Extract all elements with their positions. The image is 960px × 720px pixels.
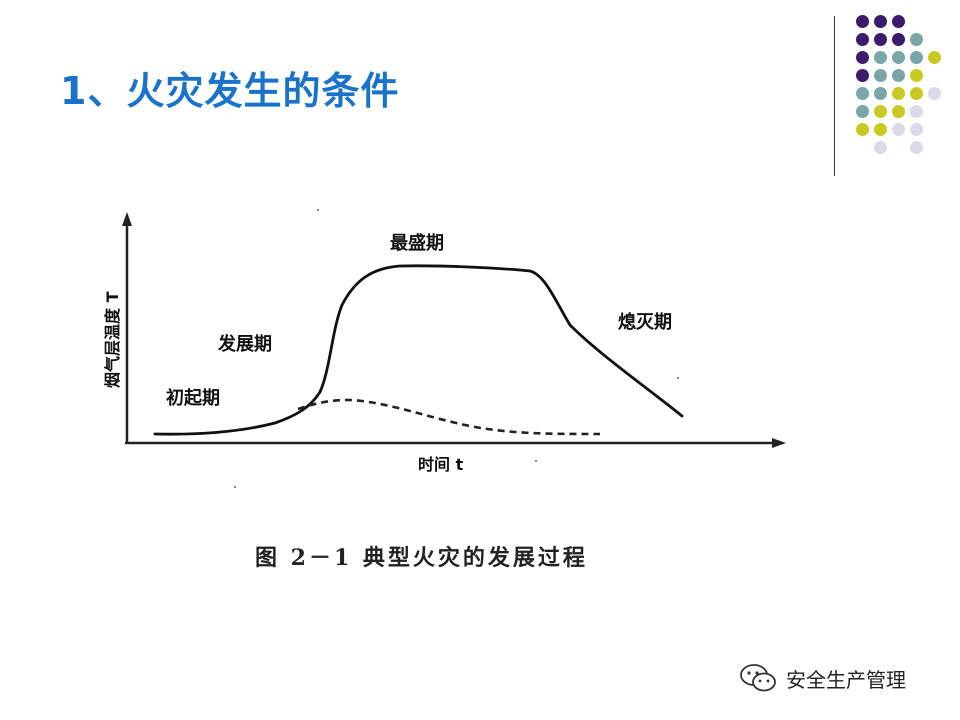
decorative-dot	[892, 69, 905, 82]
scan-speck	[317, 209, 319, 211]
temperature-curve	[153, 264, 684, 436]
decorative-dot	[910, 141, 923, 154]
y-axis-arrow	[122, 212, 132, 226]
decorative-dot	[892, 87, 905, 100]
decorative-dot	[874, 105, 887, 118]
decorative-dot	[892, 123, 905, 136]
dashed-curve	[297, 398, 601, 436]
y-axis-label: 烟气层温度 T	[103, 291, 122, 388]
decorative-dot	[874, 141, 887, 154]
decorative-dot	[910, 87, 923, 100]
decorative-dot	[856, 51, 869, 64]
decorative-dot	[874, 33, 887, 46]
slide-title: 1、火灾发生的条件	[60, 69, 400, 113]
stage-label-initial: 初起期	[166, 387, 220, 409]
decorative-divider-line	[834, 16, 835, 176]
decorative-dot	[856, 105, 869, 118]
decorative-dot	[874, 15, 887, 28]
scan-speck	[234, 486, 236, 488]
decorative-dot	[874, 87, 887, 100]
scan-speck	[535, 460, 537, 462]
watermark-text: 安全生产管理	[786, 667, 906, 692]
decorative-dot	[928, 51, 941, 64]
decorative-dot	[910, 105, 923, 118]
decorative-dot	[874, 51, 887, 64]
decorative-dot	[856, 69, 869, 82]
decorative-dot	[892, 15, 905, 28]
decorative-dot	[910, 123, 923, 136]
decorative-dot	[892, 33, 905, 46]
decorative-dot	[856, 123, 869, 136]
decorative-dot	[910, 69, 923, 82]
decorative-dot	[910, 33, 923, 46]
stage-label-decay: 熄灭期	[618, 311, 672, 333]
wechat-icon	[740, 664, 776, 692]
x-axis-arrow	[772, 438, 786, 448]
decorative-dot	[874, 123, 887, 136]
stage-label-peak: 最盛期	[390, 232, 444, 254]
stage-label-growth: 发展期	[217, 333, 272, 355]
decorative-dot	[856, 15, 869, 28]
scan-speck	[677, 377, 679, 379]
decorative-dot	[928, 87, 941, 100]
decorative-dot	[856, 33, 869, 46]
figure-caption: 图 2－1 典型火灾的发展过程	[255, 545, 588, 571]
decorative-dot	[874, 69, 887, 82]
decorative-dot	[856, 87, 869, 100]
decorative-dot	[892, 51, 905, 64]
watermark: 安全生产管理	[738, 662, 906, 694]
x-axis-label: 时间 t	[418, 455, 464, 474]
decorative-dot	[892, 105, 905, 118]
decorative-dot	[910, 51, 923, 64]
